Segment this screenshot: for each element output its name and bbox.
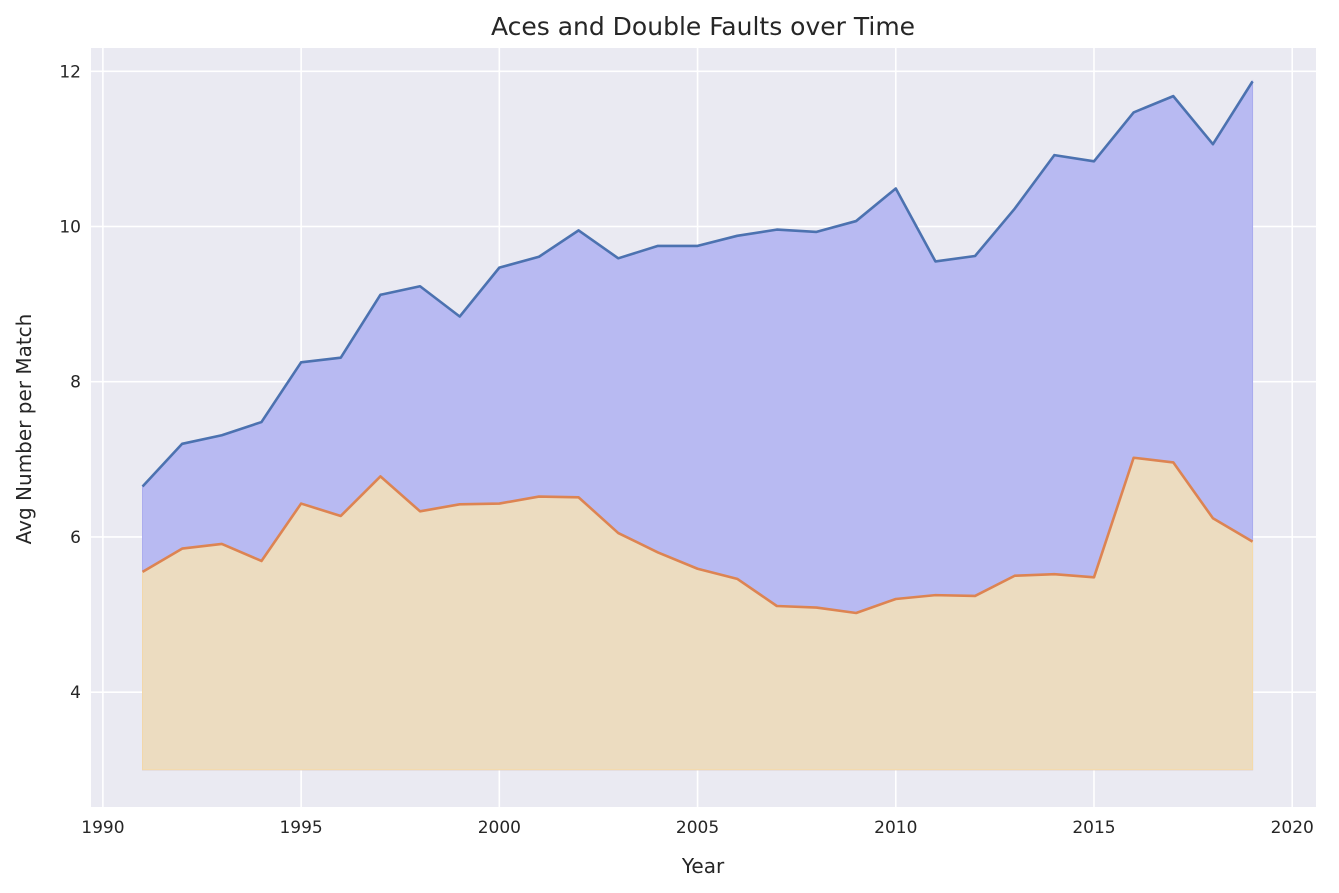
- y-tick-label: 6: [70, 528, 81, 548]
- x-tick-label: 2020: [1271, 818, 1314, 838]
- y-tick-label: 8: [70, 373, 81, 393]
- tick-labels: 1990 1995 2000 2005 2010 2015 2020 4 6 8 10 12: [59, 62, 1313, 838]
- series-lines: [141, 80, 1254, 615]
- x-tick-label: 2015: [1072, 818, 1115, 838]
- y-tick-label: 10: [59, 217, 81, 237]
- chart-title: Aces and Double Faults over Time: [491, 12, 915, 41]
- y-tick-label: 12: [59, 62, 81, 82]
- y-tick-label: 4: [70, 683, 81, 703]
- x-tick-label: 1990: [81, 818, 124, 838]
- series-2-line: [141, 456, 1254, 615]
- y-axis-label: Avg Number per Match: [12, 314, 36, 545]
- x-tick-label: 2005: [676, 818, 719, 838]
- x-axis-label: Year: [681, 854, 725, 878]
- x-tick-label: 2000: [478, 818, 521, 838]
- series-1-line: [141, 80, 1254, 488]
- x-tick-label: 2010: [874, 818, 917, 838]
- x-tick-label: 1995: [279, 818, 322, 838]
